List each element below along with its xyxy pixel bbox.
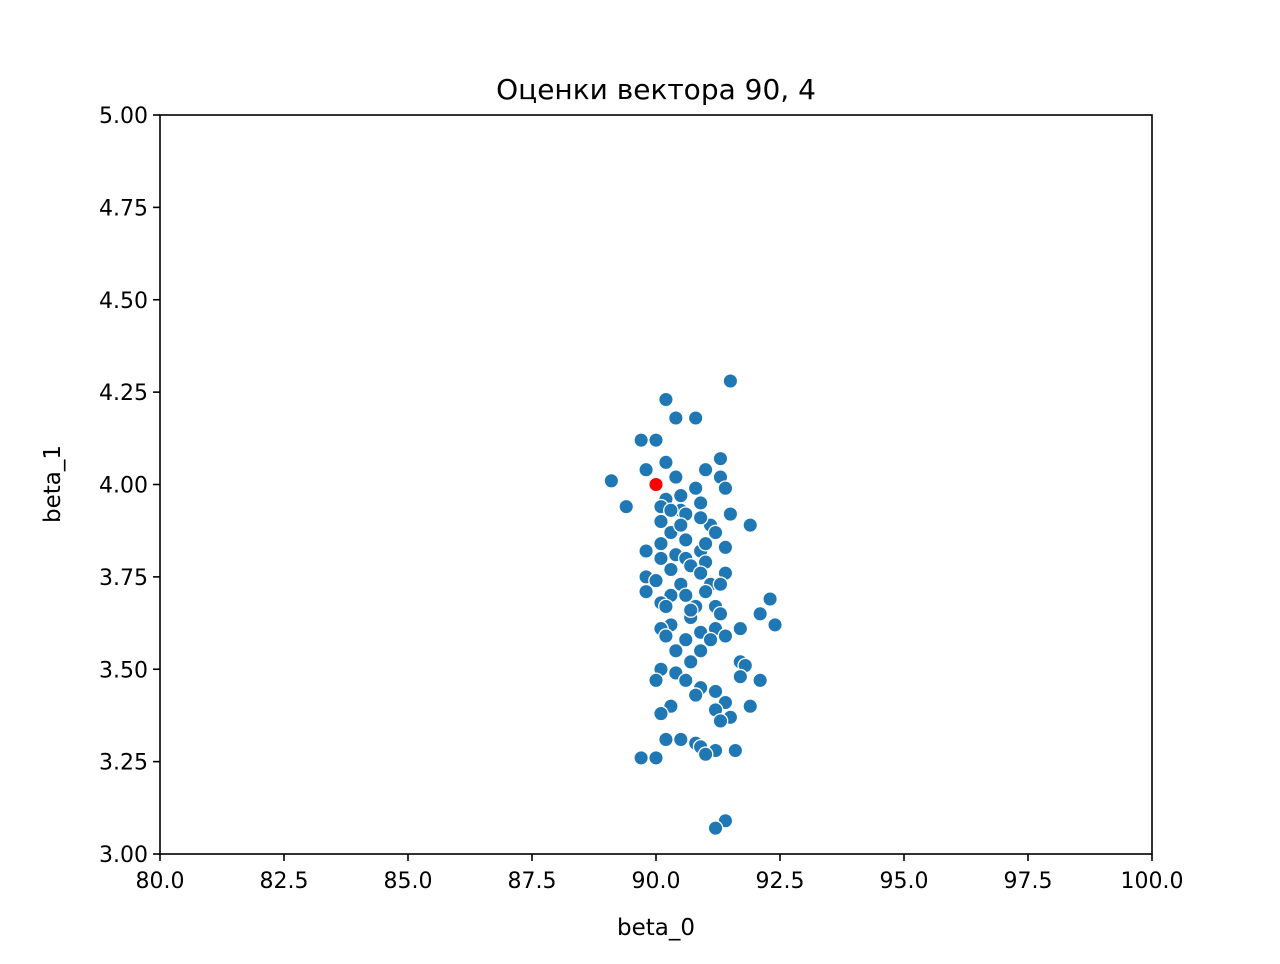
data-point <box>692 509 709 526</box>
data-point <box>742 517 759 533</box>
data-point <box>692 642 709 659</box>
data-point <box>638 461 654 478</box>
y-tick-label: 3.75 <box>99 566 148 591</box>
y-tick-label: 3.00 <box>99 843 148 868</box>
data-point <box>682 602 699 618</box>
data-point <box>687 410 704 426</box>
data-point <box>767 617 783 633</box>
data-point <box>663 502 679 519</box>
data-point <box>672 517 689 533</box>
data-point <box>648 672 664 689</box>
data-point <box>638 543 654 559</box>
data-point <box>727 742 744 759</box>
data-point <box>658 598 674 615</box>
y-axis-label: beta_1 <box>40 445 66 523</box>
data-point <box>653 550 669 567</box>
data-point <box>603 472 620 489</box>
data-point <box>752 605 769 622</box>
true-value-point <box>648 476 664 493</box>
data-point <box>667 642 684 659</box>
x-tick-label: 90.0 <box>632 869 681 894</box>
data-point <box>672 731 689 748</box>
data-point <box>712 450 729 467</box>
data-point <box>672 487 689 504</box>
data-point <box>697 535 714 552</box>
y-tick-label: 4.75 <box>99 196 148 221</box>
x-tick-label: 100.0 <box>1121 869 1184 894</box>
x-tick-label: 85.0 <box>384 869 433 894</box>
data-point <box>692 565 709 582</box>
data-point <box>648 750 664 766</box>
data-point <box>732 668 749 685</box>
data-point <box>697 583 714 600</box>
data-point <box>702 631 719 648</box>
data-point <box>697 461 714 478</box>
chart-title: Оценки вектора 90, 4 <box>496 73 816 106</box>
x-axis-label: beta_0 <box>617 915 695 941</box>
data-point <box>667 410 684 426</box>
data-point <box>742 698 759 715</box>
x-tick-label: 97.5 <box>1004 869 1053 894</box>
y-tick-label: 3.25 <box>99 751 148 776</box>
data-point <box>712 605 729 622</box>
data-point <box>653 705 669 722</box>
data-point <box>697 746 714 763</box>
data-point <box>717 628 734 644</box>
data-point <box>658 628 674 644</box>
data-point <box>707 524 724 541</box>
axes: 80.0 82.5 85.0 87.5 90.0 92.5 95.0 97.5 100.0 3.0… <box>99 104 1183 894</box>
data-point <box>633 750 649 766</box>
data-point <box>618 498 635 515</box>
data-point <box>677 631 694 648</box>
data-point <box>633 432 649 449</box>
x-tick-label: 95.0 <box>880 869 929 894</box>
plot-area <box>603 373 783 836</box>
data-point <box>667 469 684 485</box>
data-point <box>638 583 654 600</box>
data-point <box>707 683 724 700</box>
x-tick-label: 87.5 <box>508 869 557 894</box>
data-point <box>752 672 769 689</box>
data-point <box>717 539 734 556</box>
data-points <box>603 373 783 836</box>
data-point <box>663 561 679 578</box>
data-point <box>682 654 699 670</box>
data-point <box>687 687 704 703</box>
data-point <box>677 532 694 548</box>
data-point <box>658 731 674 748</box>
y-tick-label: 4.50 <box>99 289 148 314</box>
data-point <box>658 391 674 408</box>
data-point <box>717 480 734 497</box>
data-point <box>653 535 669 552</box>
data-point <box>677 672 694 689</box>
data-point <box>712 713 729 729</box>
y-tick-label: 3.50 <box>99 658 148 683</box>
data-point <box>653 513 669 530</box>
x-tick-label: 80.0 <box>136 869 185 894</box>
data-point <box>712 576 729 593</box>
data-point <box>722 373 739 389</box>
data-point <box>648 572 664 589</box>
data-point <box>732 620 749 637</box>
x-tick-label: 92.5 <box>756 869 805 894</box>
data-point <box>658 454 674 471</box>
data-point <box>677 587 694 604</box>
data-point <box>762 591 778 607</box>
x-tick-label: 82.5 <box>260 869 309 894</box>
data-point <box>687 480 704 497</box>
y-tick-label: 5.00 <box>99 104 148 129</box>
y-tick-label: 4.00 <box>99 474 148 499</box>
data-point <box>692 495 709 511</box>
y-tick-label: 4.25 <box>99 381 148 406</box>
data-point <box>722 506 739 522</box>
data-point <box>707 820 724 836</box>
data-point <box>648 432 664 449</box>
